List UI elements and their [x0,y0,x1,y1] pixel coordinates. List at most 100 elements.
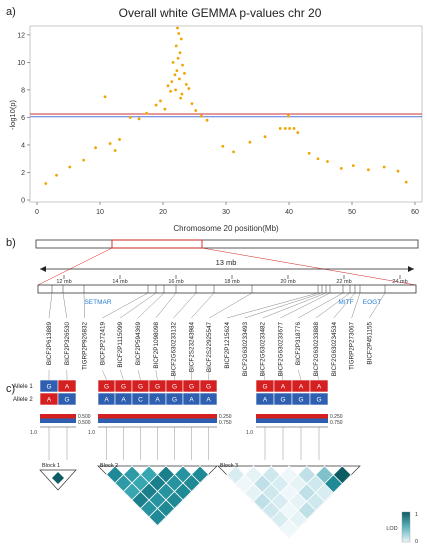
x-tick-label: 20 [159,209,167,216]
data-point [307,151,311,155]
marker-connector [333,292,356,319]
data-point [128,116,132,119]
span-label: 13 mb [216,258,237,267]
region-tick-label: 18 mb [224,279,239,285]
data-point [68,165,72,169]
allele2-value: A [263,397,268,404]
data-point [176,26,179,30]
data-point [118,138,121,141]
marker-label: BICF2P272419 [99,322,106,366]
marker-connector [102,292,149,319]
x-tick-label: 50 [348,209,356,216]
marker-label: BICF2P451155 [366,322,373,365]
data-point [190,102,194,106]
marker-connector [369,292,386,319]
marker-label: BICF2P1115099 [117,322,124,368]
data-point [174,44,178,48]
data-point [180,92,184,96]
data-point [179,96,183,100]
data-point [113,149,117,152]
allele2-value: G [280,397,285,404]
allele2-label: Allele 2 [13,397,33,403]
region-ticks: 12 mb 14 mb 16 mb 18 mb 20 mb 22 mb 24 mb [56,275,408,285]
marker-label: BICF2P594369 [135,322,142,366]
allele1-value: A [299,384,304,391]
marker-connector-lines [48,292,386,319]
data-point [176,56,180,60]
data-point [169,89,172,93]
data-point [283,127,287,130]
freq-bottom: 0.500 [78,420,91,426]
allele2-value: A [206,397,211,404]
chromosome-bar [35,239,419,249]
gene-mitf: MITF [338,299,353,306]
marker-label: TIGRP2P926832 [82,322,89,370]
data-point [184,83,188,86]
x-axis-label: Chromosome 20 position(Mb) [173,224,279,233]
marker-connector [155,292,177,319]
lod-colorbar [401,511,411,543]
data-point [159,99,162,103]
allele2-value: A [155,397,160,404]
marker-connector [351,292,361,319]
block1-label: Block 1 [42,463,60,469]
data-point [166,84,170,88]
span-arrow-left-head [40,266,46,272]
data-points [44,26,408,185]
block2-label: Block 2 [100,463,118,469]
data-point [103,95,107,99]
zoom-line-left [37,247,113,286]
data-point [194,109,198,112]
data-point [145,111,149,115]
frequency-bar [256,414,328,423]
data-point [382,165,386,169]
marker-label: BICF2G630233677 [277,322,284,377]
x-tick-label: 60 [411,209,419,216]
data-point [178,51,182,55]
marker-label: BICF2G630233493 [242,322,249,377]
allele2-value: C [138,397,143,404]
allele2-value: A [47,397,52,404]
allele1-value: G [172,384,177,391]
freq-total: 1.0 [246,430,253,436]
marker-label: BICF2P326530 [64,322,71,366]
allele2-cell [309,392,329,406]
panel-c-label: c) [6,383,15,395]
freq-top: 0.250 [330,414,343,420]
allele1-value: G [206,384,211,391]
data-point [171,61,175,64]
block-connector [297,369,302,381]
frequency-bar [40,414,76,423]
data-point [177,77,181,81]
y-axis-ticks: 0 2 4 6 8 10 12 [17,32,30,205]
data-point [221,144,225,148]
data-point [404,180,408,184]
gene-eogt: EOGT [363,299,381,306]
marker-connector [191,292,215,319]
data-point [200,114,203,118]
data-point [108,142,112,145]
marker-connector [280,292,331,319]
data-point [326,160,329,163]
allele1-value: A [65,384,70,391]
marker-connector [62,292,68,319]
data-point [55,173,58,177]
marker-label: BICF2G630233888 [313,322,320,377]
marker-connector [298,292,344,319]
data-point [173,73,177,77]
allele2-value: G [316,397,321,404]
region-tick-label: 12 mb [56,279,71,285]
frequency-bar [98,414,217,423]
data-point [181,63,184,67]
lod-label: LOD [386,526,397,532]
allele1-value: G [155,384,160,391]
region-tick-label: 20 mb [280,279,295,285]
data-point [205,118,209,122]
ld-cell [279,518,299,538]
chart-title: Overall white GEMMA p-values chr 20 [119,6,322,20]
data-point [248,140,252,144]
data-point [263,135,267,139]
block-connector [119,369,124,381]
marker-label: BICF2P613889 [46,322,53,366]
